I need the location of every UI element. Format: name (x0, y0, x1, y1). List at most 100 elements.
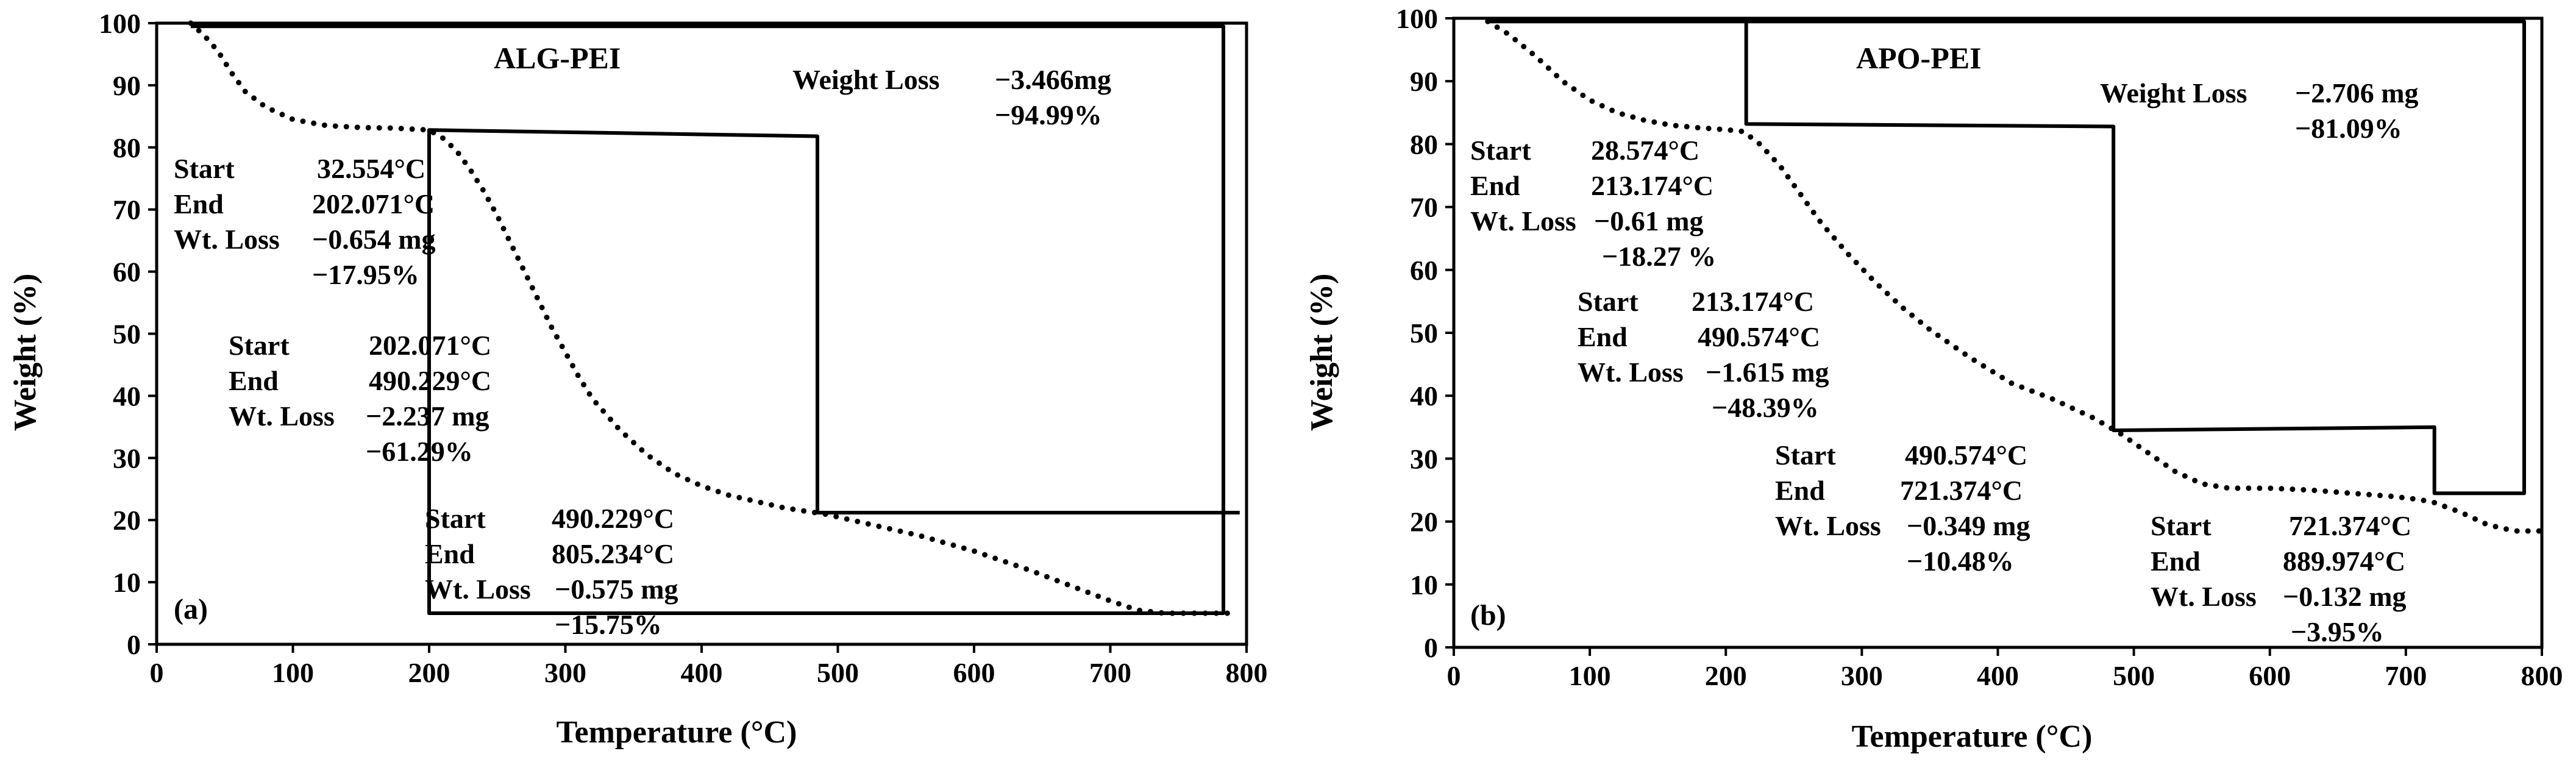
panel-b-x-axis-label: Temperature (°C) (1852, 719, 2093, 754)
panel-a-step3-end-label: End (425, 538, 475, 569)
panel-a-step1-start-label: Start (174, 153, 235, 184)
panel-a-x-tick-label: 600 (953, 657, 995, 688)
panel-b-y-tick-label: 50 (1410, 318, 1438, 349)
panel-b-x-tick-label: 200 (1705, 660, 1747, 691)
panel-b-step3-loss-label: Wt. Loss (1775, 510, 1881, 541)
panel-a-step2-start-label: Start (229, 330, 290, 361)
panel-b-weight-loss-key: Weight Loss (2100, 77, 2247, 109)
panel-a-weight-loss-mg: −3.466mg (995, 64, 1111, 95)
panel-a-y-tick-label: 0 (127, 629, 141, 660)
panel-a-x-tick-label: 400 (681, 657, 723, 688)
panel-b-step1-start-value: 28.574°C (1591, 135, 1699, 166)
panel-b-step3-start-value: 490.574°C (1905, 439, 2027, 471)
panel-b-step1-loss-label: Wt. Loss (1470, 205, 1576, 237)
panel-a-step1-loss-pct: −17.95% (312, 259, 419, 290)
panel-b-x-tick-label: 500 (2113, 660, 2155, 691)
panel-b-y-tick-label: 10 (1410, 569, 1438, 600)
panel-b-y-tick-label: 30 (1410, 443, 1438, 474)
panel-b-x-tick-label: 600 (2249, 660, 2291, 691)
panel-a-y-tick-label: 60 (113, 257, 141, 288)
panel-a-x-tick-label: 100 (272, 657, 314, 688)
panel-a-step3-start-label: Start (425, 503, 486, 534)
panel-b-y-tick-label: 90 (1410, 66, 1438, 97)
panel-a-title: ALG-PEI (494, 41, 621, 75)
panel-a-step2-end-value: 490.229°C (369, 365, 491, 396)
panel-b-step2-start-value: 213.174°C (1692, 286, 1814, 317)
panel-b-y-tick-label: 0 (1424, 632, 1438, 663)
panel-b-weight-loss-pct: −81.09% (2295, 113, 2402, 144)
panel-b-step2-end-label: End (1578, 321, 1628, 352)
panel-b-step2-loss-pct: −48.39% (1712, 392, 1819, 423)
panel-a-y-tick-label: 100 (99, 8, 141, 39)
panel-b-step1-loss-pct: −18.27 % (1602, 241, 1716, 272)
panel-b-y-tick-label: 60 (1410, 255, 1438, 286)
panel-a-step2-loss-pct: −61.29% (366, 436, 473, 467)
panel-a-x-tick-label: 800 (1226, 657, 1268, 688)
panel-a-step3-loss-mg: −0.575 mg (555, 574, 678, 605)
panel-b-x-tick-label: 300 (1841, 660, 1883, 691)
panel-a-step1-loss-mg: −0.654 mg (312, 224, 436, 255)
panel-b-step3-end-label: End (1775, 475, 1825, 506)
panel-b-x-tick-label: 700 (2385, 660, 2427, 691)
panel-a-x-tick-label: 0 (150, 657, 164, 688)
panel-b-label: (b) (1470, 599, 1506, 632)
panel-b-step2-loss-mg: −1.615 mg (1706, 357, 1829, 388)
panel-a-y-tick-label: 40 (113, 380, 141, 411)
panel-b-step4-loss-mg: −0.132 mg (2283, 581, 2407, 612)
panel-a-x-tick-label: 500 (817, 657, 859, 688)
panel-b-chart: 0 100 200 300 400 500 600 700 800 0 10 20 30 40 50 60 70… (1304, 3, 2563, 754)
panel-a-step2-loss-mg: −2.237 mg (366, 400, 489, 432)
panel-b-step4-end-value: 889.974°C (2283, 546, 2405, 577)
panel-b-y-tick-label: 20 (1410, 507, 1438, 538)
panel-a-step1-loss-label: Wt. Loss (174, 224, 280, 255)
panel-a-step3-start-value: 490.229°C (552, 503, 674, 534)
panel-a-y-tick-label: 50 (113, 319, 141, 350)
panel-b-step3-end-value: 721.374°C (1900, 475, 2023, 506)
panel-b-step1-loss-mg: −0.61 mg (1594, 205, 1704, 237)
panel-b-y-tick-label: 80 (1410, 129, 1438, 160)
panel-a-y-axis-label: Weight (%) (8, 274, 43, 432)
panel-a-y-tick-label: 30 (113, 443, 141, 474)
panel-a-chart: 0 100 200 300 400 500 600 700 800 0 10 20 30 40 50 60 70… (8, 8, 1268, 750)
panel-b-step2-start-label: Start (1578, 286, 1638, 317)
panel-a-step3-loss-pct: −15.75% (555, 609, 662, 640)
panel-b-step4-end-label: End (2151, 546, 2201, 577)
panel-b-y-tick-label: 70 (1410, 192, 1438, 223)
panel-b-step4-loss-pct: −3.95% (2291, 616, 2384, 647)
panel-a-weight-loss-key: Weight Loss (792, 64, 940, 95)
panel-b-y-tick-label: 40 (1410, 380, 1438, 411)
panel-a-step3-loss-label: Wt. Loss (425, 574, 531, 605)
panel-a-step1-start-value: 32.554°C (317, 153, 425, 184)
panel-a-tga-curve (188, 20, 1236, 616)
panel-b-step3-start-label: Start (1775, 439, 1836, 471)
panel-b-step1-end-value: 213.174°C (1591, 170, 1713, 201)
panel-a-y-tick-label: 90 (113, 70, 141, 101)
panel-a-y-tick-label: 20 (113, 505, 141, 536)
panel-b-step4-loss-label: Wt. Loss (2151, 581, 2257, 612)
panel-b-step3-loss-mg: −0.349 mg (1907, 510, 2030, 541)
panel-b-x-tick-label: 400 (1977, 660, 2019, 691)
panel-a-y-tick-label: 80 (113, 132, 141, 163)
panel-a-weight-loss-pct: −94.99% (995, 99, 1102, 130)
panel-a-step2-loss-label: Wt. Loss (229, 400, 335, 432)
panel-b-step1-start-label: Start (1470, 135, 1531, 166)
panel-a-step1-end-value: 202.071°C (312, 188, 435, 219)
panel-a-x-tick-label: 300 (544, 657, 586, 688)
panel-b-x-tick-label: 800 (2521, 660, 2563, 691)
panel-b-step4-start-value: 721.374°C (2289, 510, 2411, 541)
panel-a-step2-start-value: 202.071°C (369, 330, 491, 361)
panel-b-weight-loss-mg: −2.706 mg (2295, 77, 2419, 109)
panel-a-y-tick-label: 10 (113, 567, 141, 598)
panel-a-x-tick-label: 700 (1089, 657, 1131, 688)
panel-b-x-tick-label: 0 (1447, 660, 1461, 691)
panel-b-y-tick-label: 100 (1396, 3, 1438, 34)
panel-a-step3-end-value: 805.234°C (552, 538, 674, 569)
panel-b-step1-end-label: End (1470, 170, 1520, 201)
panel-b-step2-loss-label: Wt. Loss (1578, 357, 1684, 388)
panel-a-x-axis-label: Temperature (°C) (557, 715, 797, 750)
panel-b-step2-end-value: 490.574°C (1698, 321, 1820, 352)
panel-b-title: APO-PEI (1856, 41, 1982, 75)
panel-b-step3-loss-pct: −10.48% (1907, 546, 2014, 577)
panel-b-step4-start-label: Start (2151, 510, 2211, 541)
